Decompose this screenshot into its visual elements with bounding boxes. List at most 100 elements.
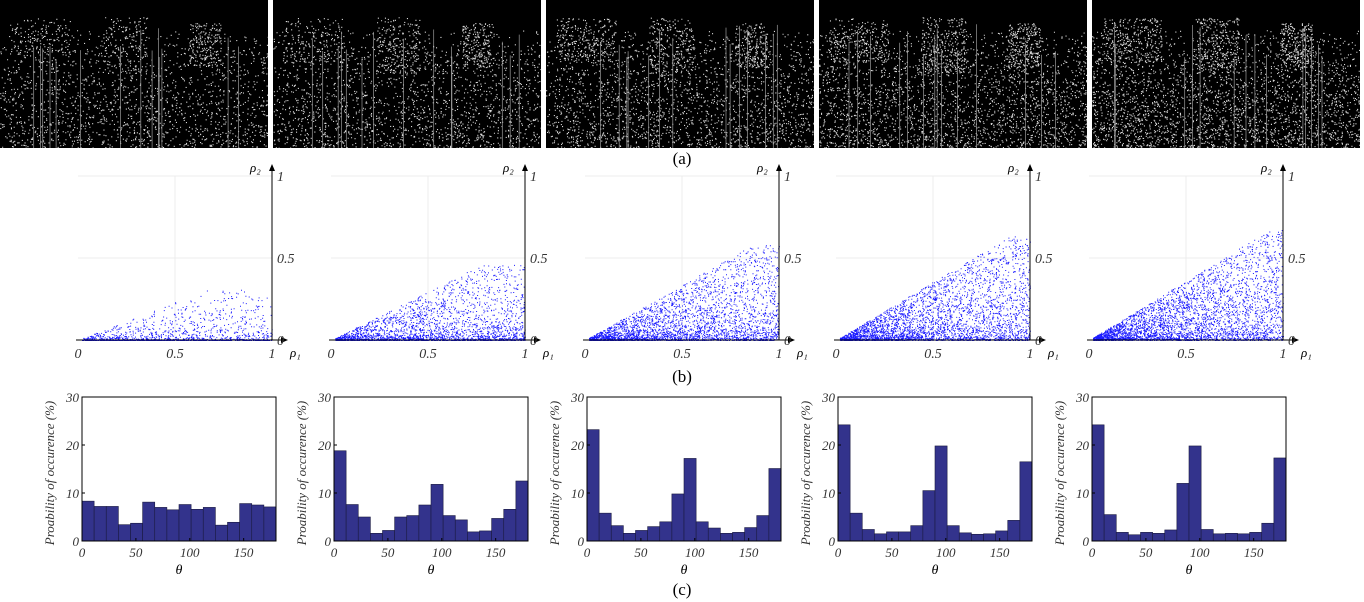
y-axis-label: Proability of occurence (%)	[294, 401, 309, 547]
histogram-bar	[382, 530, 395, 542]
histogram-bar	[732, 532, 745, 542]
x-axis-label: θ	[176, 563, 183, 578]
histogram-bar	[1188, 445, 1202, 542]
histogram-bar	[695, 521, 709, 542]
y-tick-label: 20	[318, 438, 332, 453]
x-tick-label: 1	[522, 347, 529, 362]
histogram-bar	[166, 509, 180, 542]
histogram-bar	[430, 484, 444, 542]
histogram-bar	[1261, 522, 1275, 542]
histogram-bar	[971, 533, 984, 542]
y-axis-arrow	[522, 164, 528, 171]
x-tick-label: 50	[381, 545, 395, 560]
x-tick-label: 50	[1139, 545, 1153, 560]
x-tick-label: 100	[180, 545, 200, 560]
y-axis-arrow	[1280, 164, 1286, 171]
histogram-bar	[683, 458, 697, 542]
x-axis-arrow	[534, 337, 541, 343]
scatter-points	[839, 236, 1031, 341]
histogram-bar	[467, 531, 480, 542]
histogram-bar	[768, 468, 782, 542]
scatter-points	[589, 245, 780, 341]
histogram-bar	[1273, 457, 1287, 542]
x-tick-label: 1	[776, 347, 783, 362]
x-tick-label: 0	[1086, 347, 1093, 362]
scatter-points	[1093, 230, 1284, 341]
histogram-bar	[442, 515, 456, 542]
edge-lines	[33, 28, 239, 148]
x-tick-label: 150	[486, 545, 506, 560]
histogram-bar	[671, 493, 685, 542]
histogram-bar	[659, 521, 673, 542]
histogram-4: 0 10 20 30 0 50 100 150 θ Proability of occurence…	[798, 390, 1033, 578]
edge-map-image-1	[0, 0, 268, 148]
edge-lines	[1114, 23, 1323, 148]
plot-frame	[1091, 396, 1287, 542]
histogram-2: 0 10 20 30 0 50 100 150 θ Proability of occurence…	[294, 390, 529, 578]
x-tick-label: 1	[269, 347, 276, 362]
histogram-bar	[886, 531, 899, 542]
edge-map-image-4	[819, 0, 1087, 148]
y-axis-label: ρ₂	[249, 160, 261, 175]
histogram-bar	[1103, 514, 1117, 542]
histogram-bar	[1225, 533, 1238, 542]
histogram-bar	[263, 506, 277, 542]
x-axis-label: ρ₁	[542, 345, 554, 360]
y-tick-label: 0	[578, 534, 585, 549]
histogram-bar	[983, 533, 996, 542]
histogram-bar	[190, 509, 204, 542]
y-tick-label: 10	[66, 486, 80, 501]
x-axis-label: θ	[428, 563, 435, 578]
y-tick-label: 1	[530, 170, 537, 185]
histogram-bar	[406, 515, 420, 542]
x-tick-label: 150	[990, 545, 1010, 560]
y-tick-label: 0	[784, 334, 791, 349]
y-tick-label: 0	[1083, 534, 1090, 549]
histogram-bar	[142, 501, 156, 542]
y-tick-label: 0.5	[1288, 252, 1306, 267]
x-tick-label: 0	[75, 347, 82, 362]
histogram-bar	[118, 524, 131, 542]
x-axis-arrow	[1039, 337, 1046, 343]
y-tick-label: 0	[530, 334, 537, 349]
caption-b: (b)	[672, 367, 692, 386]
histogram-bar	[623, 533, 636, 542]
x-axis-arrow	[788, 337, 795, 343]
y-tick-label: 30	[65, 390, 80, 405]
x-axis-label: θ	[932, 563, 939, 578]
x-tick-label: 0	[582, 347, 589, 362]
edge-map-row	[0, 0, 1364, 148]
histogram-bar	[239, 503, 253, 542]
histogram-bar	[849, 512, 863, 542]
x-tick-label: 0.5	[673, 347, 691, 362]
histogram-bar	[647, 526, 661, 542]
y-axis-label: ρ₂	[502, 160, 514, 175]
edge-map-image-5	[1092, 0, 1360, 148]
x-tick-label: 100	[1190, 545, 1210, 560]
y-tick-label: 0.5	[1035, 252, 1053, 267]
histogram-bar	[93, 506, 107, 542]
caption-c: (c)	[672, 580, 692, 599]
histogram-bar	[454, 519, 468, 542]
histogram-bar	[154, 507, 168, 542]
x-axis-arrow	[281, 337, 288, 343]
x-tick-label: 50	[885, 545, 899, 560]
y-tick-label: 30	[570, 390, 585, 405]
histogram-bar	[202, 507, 216, 542]
edge-pixels	[273, 17, 541, 148]
histogram-bar	[720, 533, 733, 542]
plot-frame	[837, 396, 1033, 542]
histogram-bar	[610, 525, 624, 542]
histogram-bar	[586, 429, 600, 542]
histogram-bar	[1164, 529, 1178, 542]
scatter-points	[335, 264, 526, 341]
histogram-bar	[1152, 533, 1166, 542]
histogram-bar	[503, 509, 517, 542]
histogram-bar	[756, 515, 770, 542]
edge-lines	[311, 29, 520, 148]
scatter-points	[82, 289, 273, 341]
histogram-bar	[178, 504, 192, 542]
x-tick-label: 0	[328, 347, 335, 362]
